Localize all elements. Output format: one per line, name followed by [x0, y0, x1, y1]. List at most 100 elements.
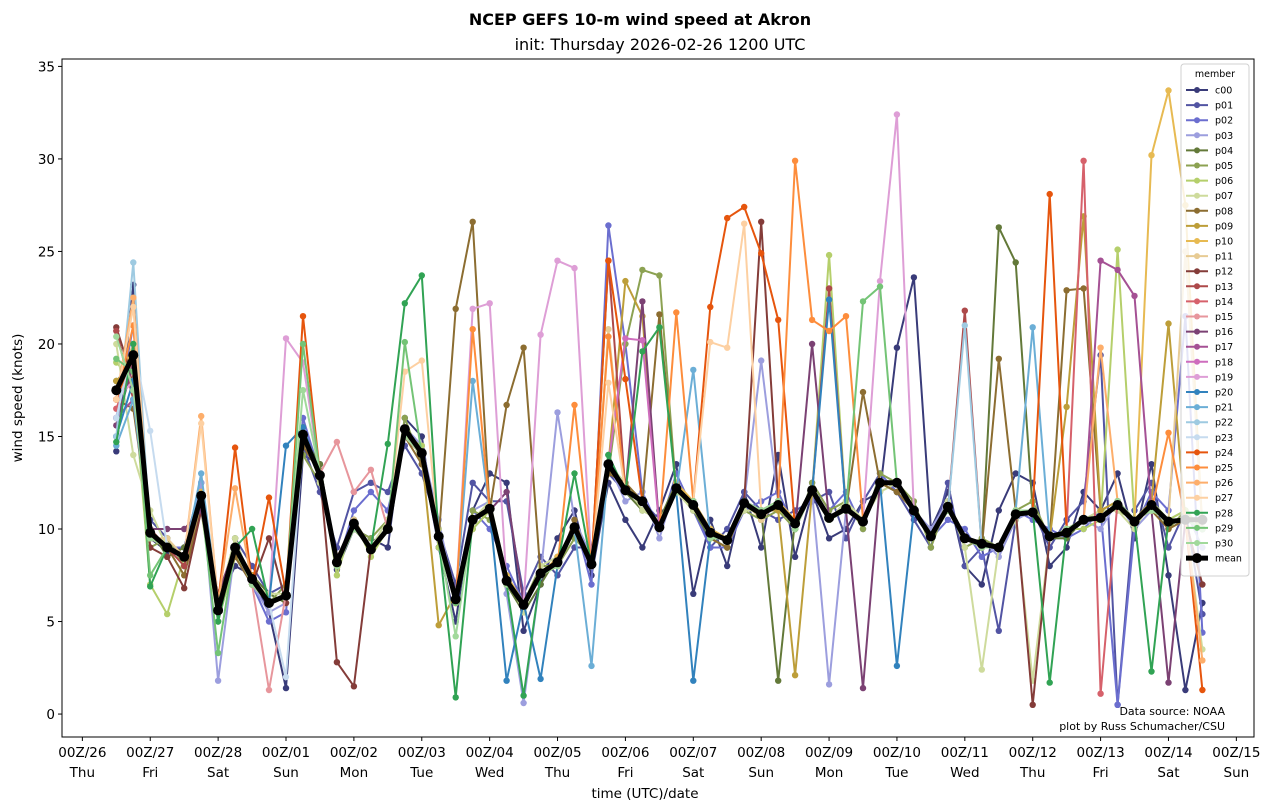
legend-item-p21: p21	[1186, 403, 1233, 414]
data-point-p30	[113, 333, 120, 340]
data-point-c00	[893, 344, 901, 351]
data-point-p12	[333, 659, 341, 666]
data-point-p27	[418, 357, 425, 364]
legend-frame	[1180, 63, 1250, 577]
mean-point	[518, 599, 529, 610]
data-point-p27	[130, 303, 137, 311]
y-axis: 0 5 10 15 20 25 30 35	[38, 59, 62, 723]
legend-item-p09: p09	[1186, 221, 1233, 232]
data-point-p09	[1063, 403, 1070, 411]
data-point-p13	[181, 562, 188, 570]
data-point-p16	[639, 298, 646, 305]
legend-marker	[1194, 283, 1200, 290]
data-point-p24	[605, 257, 612, 264]
mean-point	[484, 503, 495, 514]
data-point-p19	[571, 264, 578, 272]
data-point-p01	[367, 479, 375, 486]
x-tick-label-day: Fri	[1093, 765, 1109, 781]
legend-label: c00	[1215, 86, 1232, 97]
mean-point	[637, 496, 648, 507]
data-point-p03	[825, 681, 833, 688]
data-point-p10	[1165, 87, 1172, 94]
data-point-p07	[130, 451, 137, 459]
data-point-p25	[791, 157, 799, 164]
data-point-p28	[384, 440, 391, 448]
legend-label: p21	[1215, 403, 1233, 414]
data-point-p25	[605, 333, 612, 340]
data-point-c00	[1165, 572, 1172, 579]
x-tick-label-time: 00Z/07	[669, 745, 717, 761]
mean-point	[756, 509, 767, 520]
data-point-p29	[859, 298, 867, 305]
data-point-p24	[622, 375, 629, 383]
data-point-p29	[876, 283, 884, 290]
data-point-p20	[690, 677, 697, 684]
legend-marker	[1194, 524, 1200, 531]
legend-label: p02	[1215, 116, 1233, 127]
mean-point	[467, 514, 478, 525]
y-tick-label: 20	[38, 337, 55, 353]
mean-point	[145, 527, 156, 538]
legend-marker	[1194, 419, 1200, 426]
data-point-p22	[961, 322, 968, 329]
data-point-p13	[961, 307, 968, 314]
mean-point	[875, 477, 885, 488]
data-point-p28	[147, 583, 154, 590]
data-point-p25	[673, 309, 680, 316]
data-point-c00	[1182, 686, 1189, 694]
mean-point	[824, 512, 835, 523]
data-point-c00	[724, 562, 731, 570]
data-point-p02	[350, 507, 358, 514]
data-point-p08	[571, 516, 578, 523]
legend-label: p11	[1215, 252, 1233, 263]
chart-title: NCEP GEFS 10-m wind speed at Akron	[469, 10, 811, 29]
x-tick-label-time: 00Z/14	[1144, 745, 1192, 761]
data-point-p03	[1097, 525, 1104, 533]
mean-point	[976, 538, 987, 549]
mean-point	[111, 385, 122, 396]
data-point-p02	[1114, 701, 1121, 708]
x-tick-label-time: 00Z/06	[601, 745, 649, 761]
data-point-p28	[571, 470, 578, 477]
data-point-p28	[520, 692, 527, 699]
data-point-p17	[1131, 292, 1138, 300]
data-point-p06	[164, 610, 171, 618]
legend-title: member	[1195, 69, 1235, 80]
data-point-p23	[113, 414, 120, 422]
legend-marker	[1194, 207, 1200, 214]
legend-item-p23: p23	[1186, 433, 1233, 444]
data-point-p02	[282, 609, 290, 616]
data-point-p16	[808, 340, 816, 348]
legend-marker	[1194, 404, 1200, 411]
mean-point	[722, 535, 733, 546]
legend-label: p26	[1215, 478, 1233, 489]
mean-point	[230, 542, 241, 553]
x-tick-label-day: Sat	[682, 765, 704, 781]
x-tick-label-day: Wed	[950, 765, 979, 781]
data-point-p29	[147, 572, 154, 579]
data-point-p28	[452, 694, 459, 701]
x-tick-label-day: Mon	[815, 765, 843, 781]
legend-item-p28: p28	[1186, 508, 1233, 519]
data-point-p04	[1012, 259, 1019, 266]
data-point-p02	[588, 581, 595, 588]
legend-item-c00: c00	[1186, 86, 1232, 97]
data-point-p12	[164, 553, 171, 560]
data-point-p24	[775, 316, 782, 324]
data-point-p20	[282, 442, 290, 449]
mean-point	[535, 568, 546, 579]
legend-item-p03: p03	[1186, 131, 1233, 142]
mean-point	[603, 459, 614, 470]
data-point-p05	[859, 525, 867, 533]
data-point-p02	[605, 222, 612, 229]
legend-item-p30: p30	[1186, 539, 1233, 550]
legend-item-p04: p04	[1186, 146, 1233, 157]
legend-item-p25: p25	[1186, 463, 1233, 474]
data-point-c00	[503, 479, 510, 486]
mean-point	[671, 483, 682, 494]
data-point-p28	[130, 340, 137, 348]
x-tick-label-day: Sun	[273, 765, 299, 781]
data-point-c00	[995, 507, 1002, 514]
data-point-p19	[876, 277, 884, 285]
mean-point	[162, 542, 173, 553]
